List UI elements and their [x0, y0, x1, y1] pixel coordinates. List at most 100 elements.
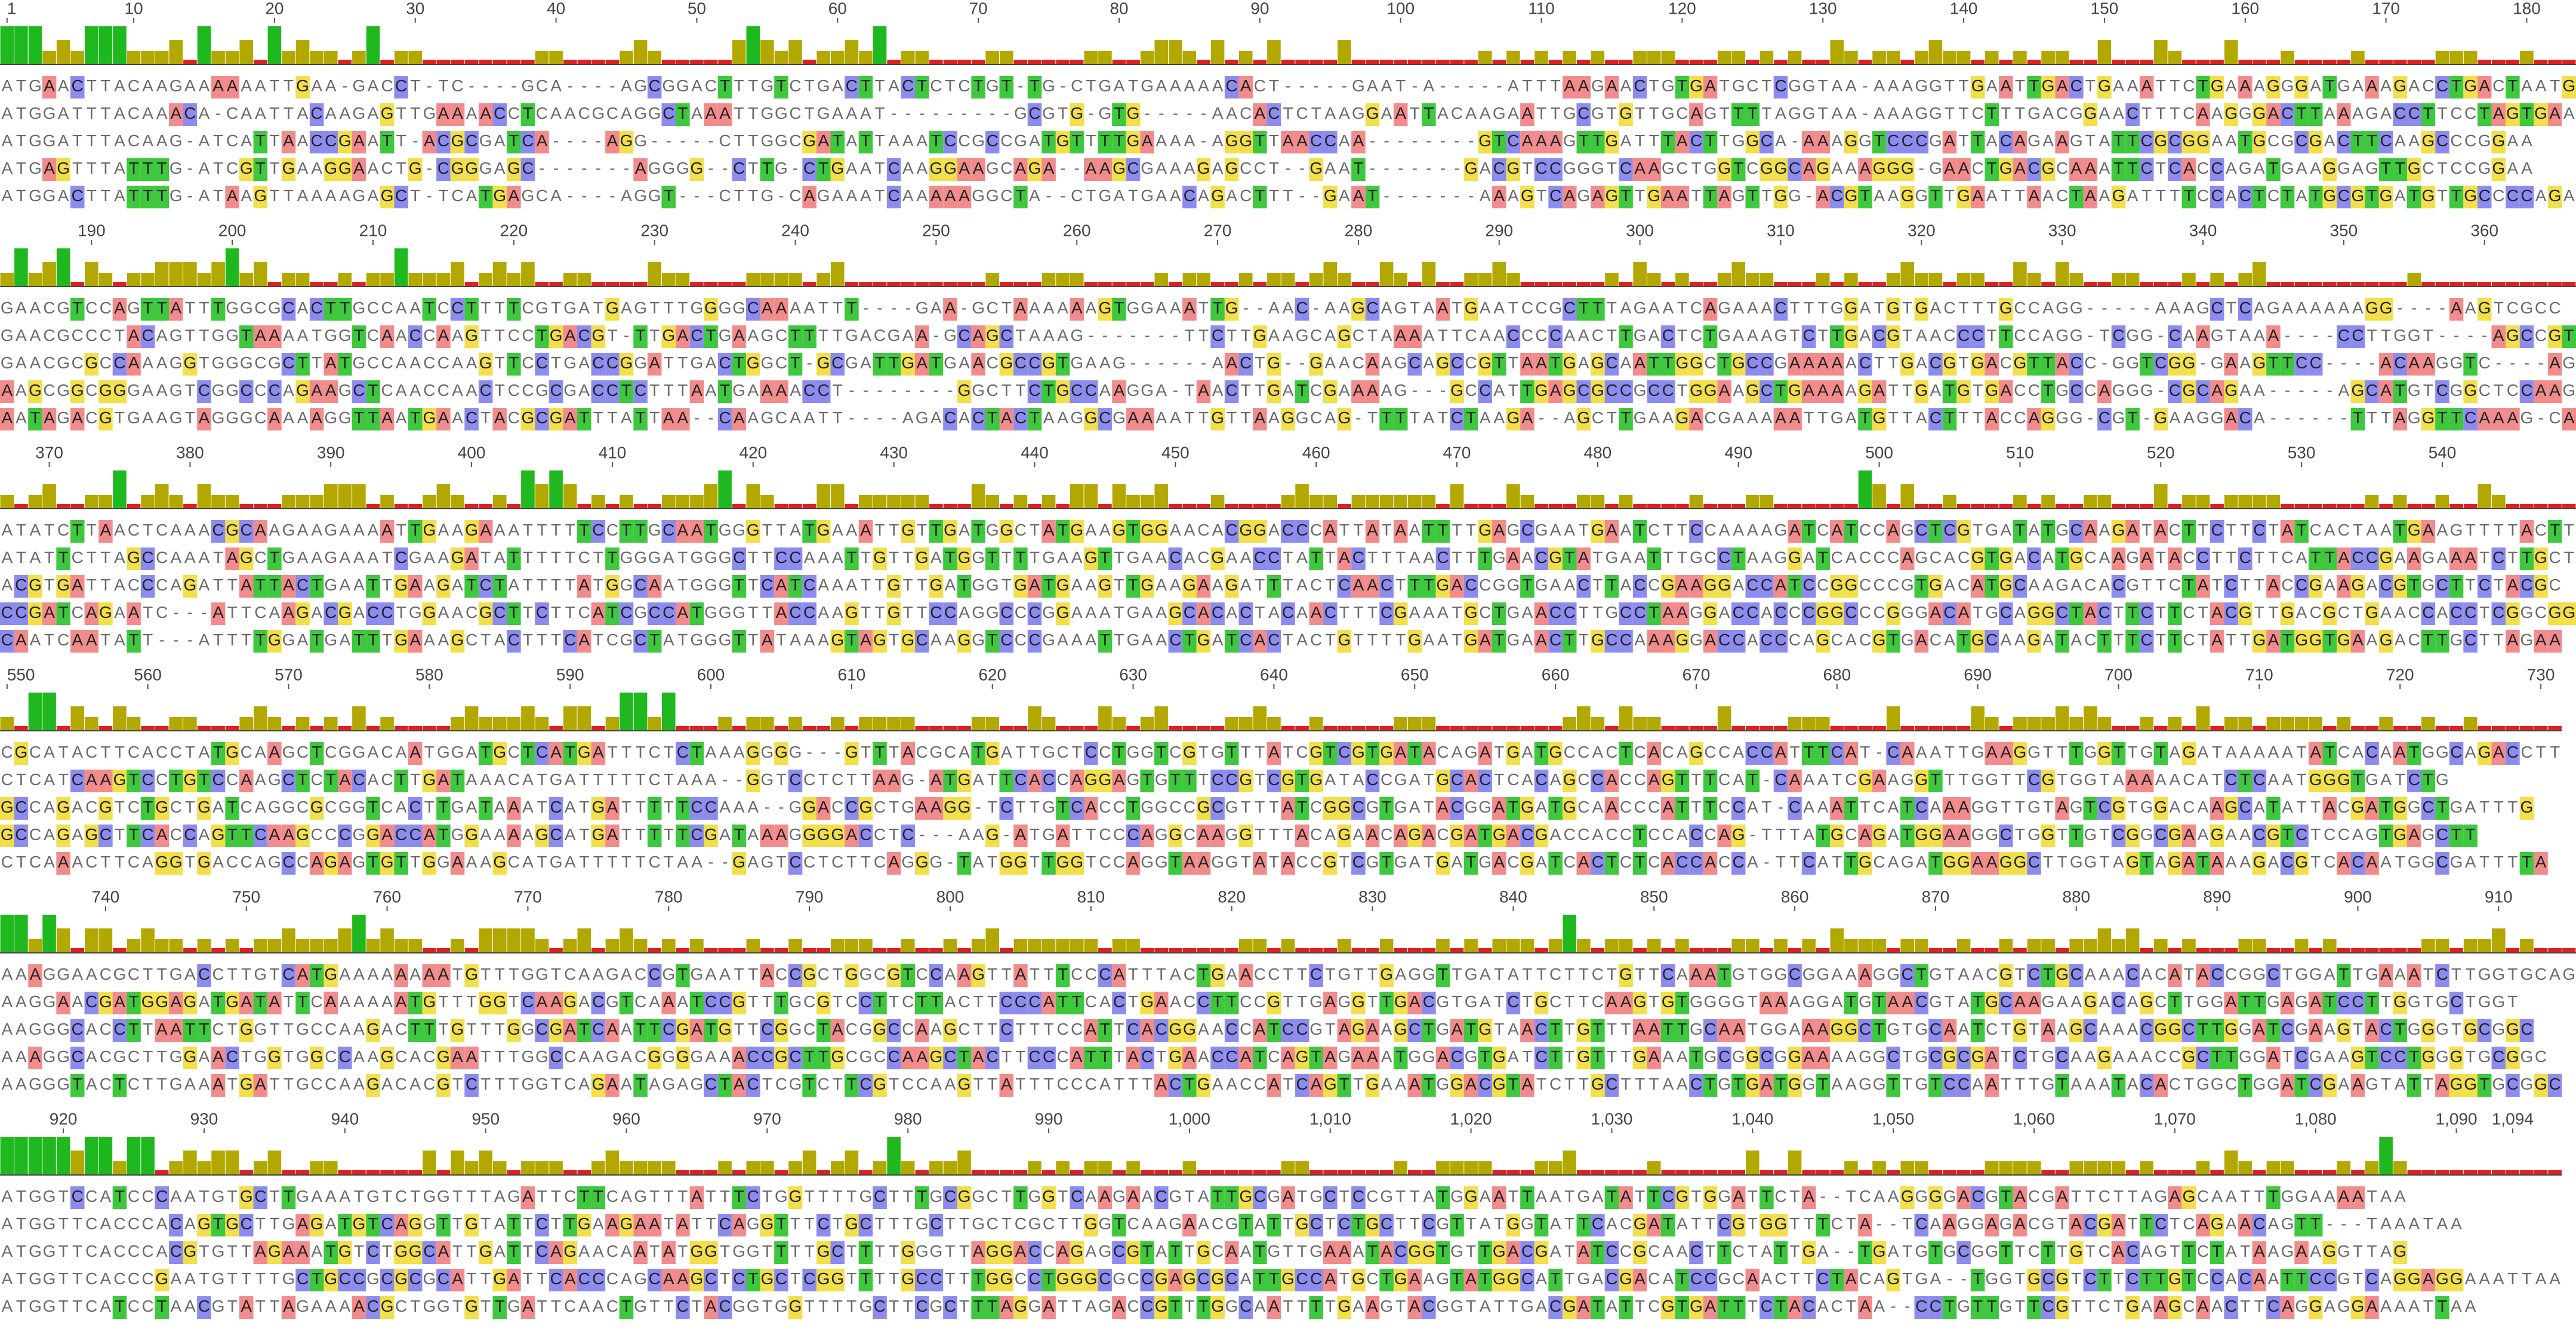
conservation-bar — [1971, 1170, 1985, 1175]
conservation-bar — [873, 1161, 887, 1175]
mismatch-highlight — [1675, 131, 1690, 153]
conservation-bar — [620, 494, 633, 509]
ruler-label: 980 — [894, 1109, 922, 1128]
conservation-bar — [408, 726, 423, 731]
conservation-bar — [2196, 948, 2210, 953]
conservation-bar — [746, 716, 760, 731]
conservation-bar — [816, 50, 830, 64]
conservation-bar — [1492, 726, 1506, 731]
conservation-bar — [746, 484, 760, 509]
conservation-bar — [633, 504, 648, 509]
sequence-row: GC CA G ACG TC TGCT G A T CAGGCGCGG T CA C T T GA T A A AT C… — [0, 797, 2534, 820]
conservation-bar — [704, 948, 718, 953]
mismatch-highlight — [408, 158, 423, 181]
conservation-bar — [1379, 726, 1394, 731]
conservation-bar — [1154, 484, 1169, 509]
conservation-bar — [1154, 1170, 1169, 1175]
conservation-bar — [366, 939, 380, 953]
mismatch-highlight — [1463, 158, 1478, 181]
conservation-bar — [1028, 706, 1042, 731]
mismatch-highlight — [2041, 76, 2056, 99]
mismatch-highlight — [647, 76, 662, 99]
conservation-bar — [2013, 50, 2027, 64]
conservation-bar — [310, 939, 323, 953]
conservation-bar — [1464, 272, 1478, 287]
conservation-bar — [2534, 726, 2548, 731]
sequence-row: GAACG T CC A G TTA TT T GGCGC A CTT GCCAA T C CT TT T CGT… — [1, 298, 2561, 321]
conservation-bar — [591, 948, 605, 953]
conservation-bar — [1816, 716, 1830, 731]
conservation-bar — [1576, 60, 1591, 64]
conservation-bar — [929, 282, 943, 287]
conservation-bar — [1548, 504, 1563, 509]
mismatch-highlight — [1970, 131, 1985, 153]
conservation-bar — [620, 50, 633, 64]
conservation-bar — [507, 928, 521, 953]
conservation-bar — [2253, 939, 2266, 953]
conservation-bar — [1943, 1170, 1956, 1175]
conservation-bar — [2055, 504, 2069, 509]
mismatch-highlight — [1492, 158, 1506, 181]
mismatch-highlight — [717, 103, 732, 126]
conservation-bar — [760, 272, 774, 287]
mismatch-highlight — [2266, 76, 2281, 99]
ruler-label: 650 — [1401, 665, 1429, 684]
sequence: GAACGCGC CA AAGG TGGGCGCT T AT GCCAACCAA G T T C C T… — [1, 353, 2576, 372]
conservation-bar — [1506, 726, 1520, 731]
conservation-bar — [1140, 494, 1154, 509]
mismatch-highlight — [1660, 131, 1675, 153]
conservation-bar — [1816, 504, 1830, 509]
conservation-bar — [859, 939, 873, 953]
ruler-label: 880 — [2062, 887, 2090, 906]
conservation-bar — [830, 484, 845, 509]
mismatch-highlight — [2562, 76, 2576, 99]
conservation-bar — [1985, 948, 1999, 953]
ruler-label: 930 — [190, 1109, 218, 1128]
ruler-label: 590 — [556, 665, 584, 684]
conservation-bar — [1323, 726, 1338, 731]
conservation-bar — [788, 40, 802, 64]
conservation-bar — [2463, 939, 2478, 953]
conservation-bar — [1703, 60, 1717, 64]
ruler-label: 580 — [415, 665, 443, 684]
conservation-bar — [155, 262, 169, 287]
conservation-bar — [2379, 504, 2393, 509]
conservation-bar — [127, 504, 141, 509]
conservation-bar — [2309, 282, 2322, 287]
conservation-bar — [1238, 1170, 1253, 1175]
mismatch-highlight — [1267, 103, 1281, 126]
conservation-bar — [2069, 272, 2084, 287]
conservation-bar — [661, 693, 676, 731]
conservation-bar — [661, 939, 676, 953]
conservation-bar — [2196, 494, 2210, 509]
conservation-bar — [1802, 504, 1816, 509]
conservation-bar — [1830, 928, 1844, 953]
mismatch-highlight — [1576, 103, 1591, 126]
conservation-bar — [1366, 60, 1379, 64]
conservation-bar — [1338, 504, 1351, 509]
conservation-bar — [1872, 282, 1886, 287]
conservation-bar — [2491, 60, 2506, 64]
conservation-bar — [2322, 1170, 2337, 1175]
conservation-bar — [774, 50, 788, 64]
conservation-bar — [816, 726, 830, 731]
mismatch-highlight — [2491, 131, 2506, 153]
mismatch-highlight — [1492, 131, 1506, 153]
conservation-bar — [2435, 939, 2449, 953]
conservation-bar — [2407, 272, 2421, 287]
conservation-bar — [929, 1161, 943, 1175]
conservation-bar — [1506, 50, 1520, 64]
mismatch-highlight — [2210, 76, 2224, 99]
conservation-bar — [2140, 60, 2153, 64]
conservation-bar — [1576, 706, 1591, 731]
conservation-bar — [1844, 50, 1858, 64]
conservation-bar — [1534, 948, 1548, 953]
conservation-bar — [1309, 272, 1323, 287]
mismatch-highlight — [929, 158, 944, 181]
conservation-bar — [1295, 726, 1309, 731]
conservation-bar — [42, 262, 56, 287]
conservation-bar — [197, 1161, 211, 1175]
mismatch-highlight — [1323, 131, 1338, 153]
sequence: ATGGT C CA T CC C AATGT GC T T GAAATGTCTGGTTTAG A TT… — [1, 1187, 2405, 1205]
sequence: ATGGTTCACCCA CG TGTT AGAA A TG T C T GGCA TT G A T T CA… — [1, 1242, 2406, 1260]
